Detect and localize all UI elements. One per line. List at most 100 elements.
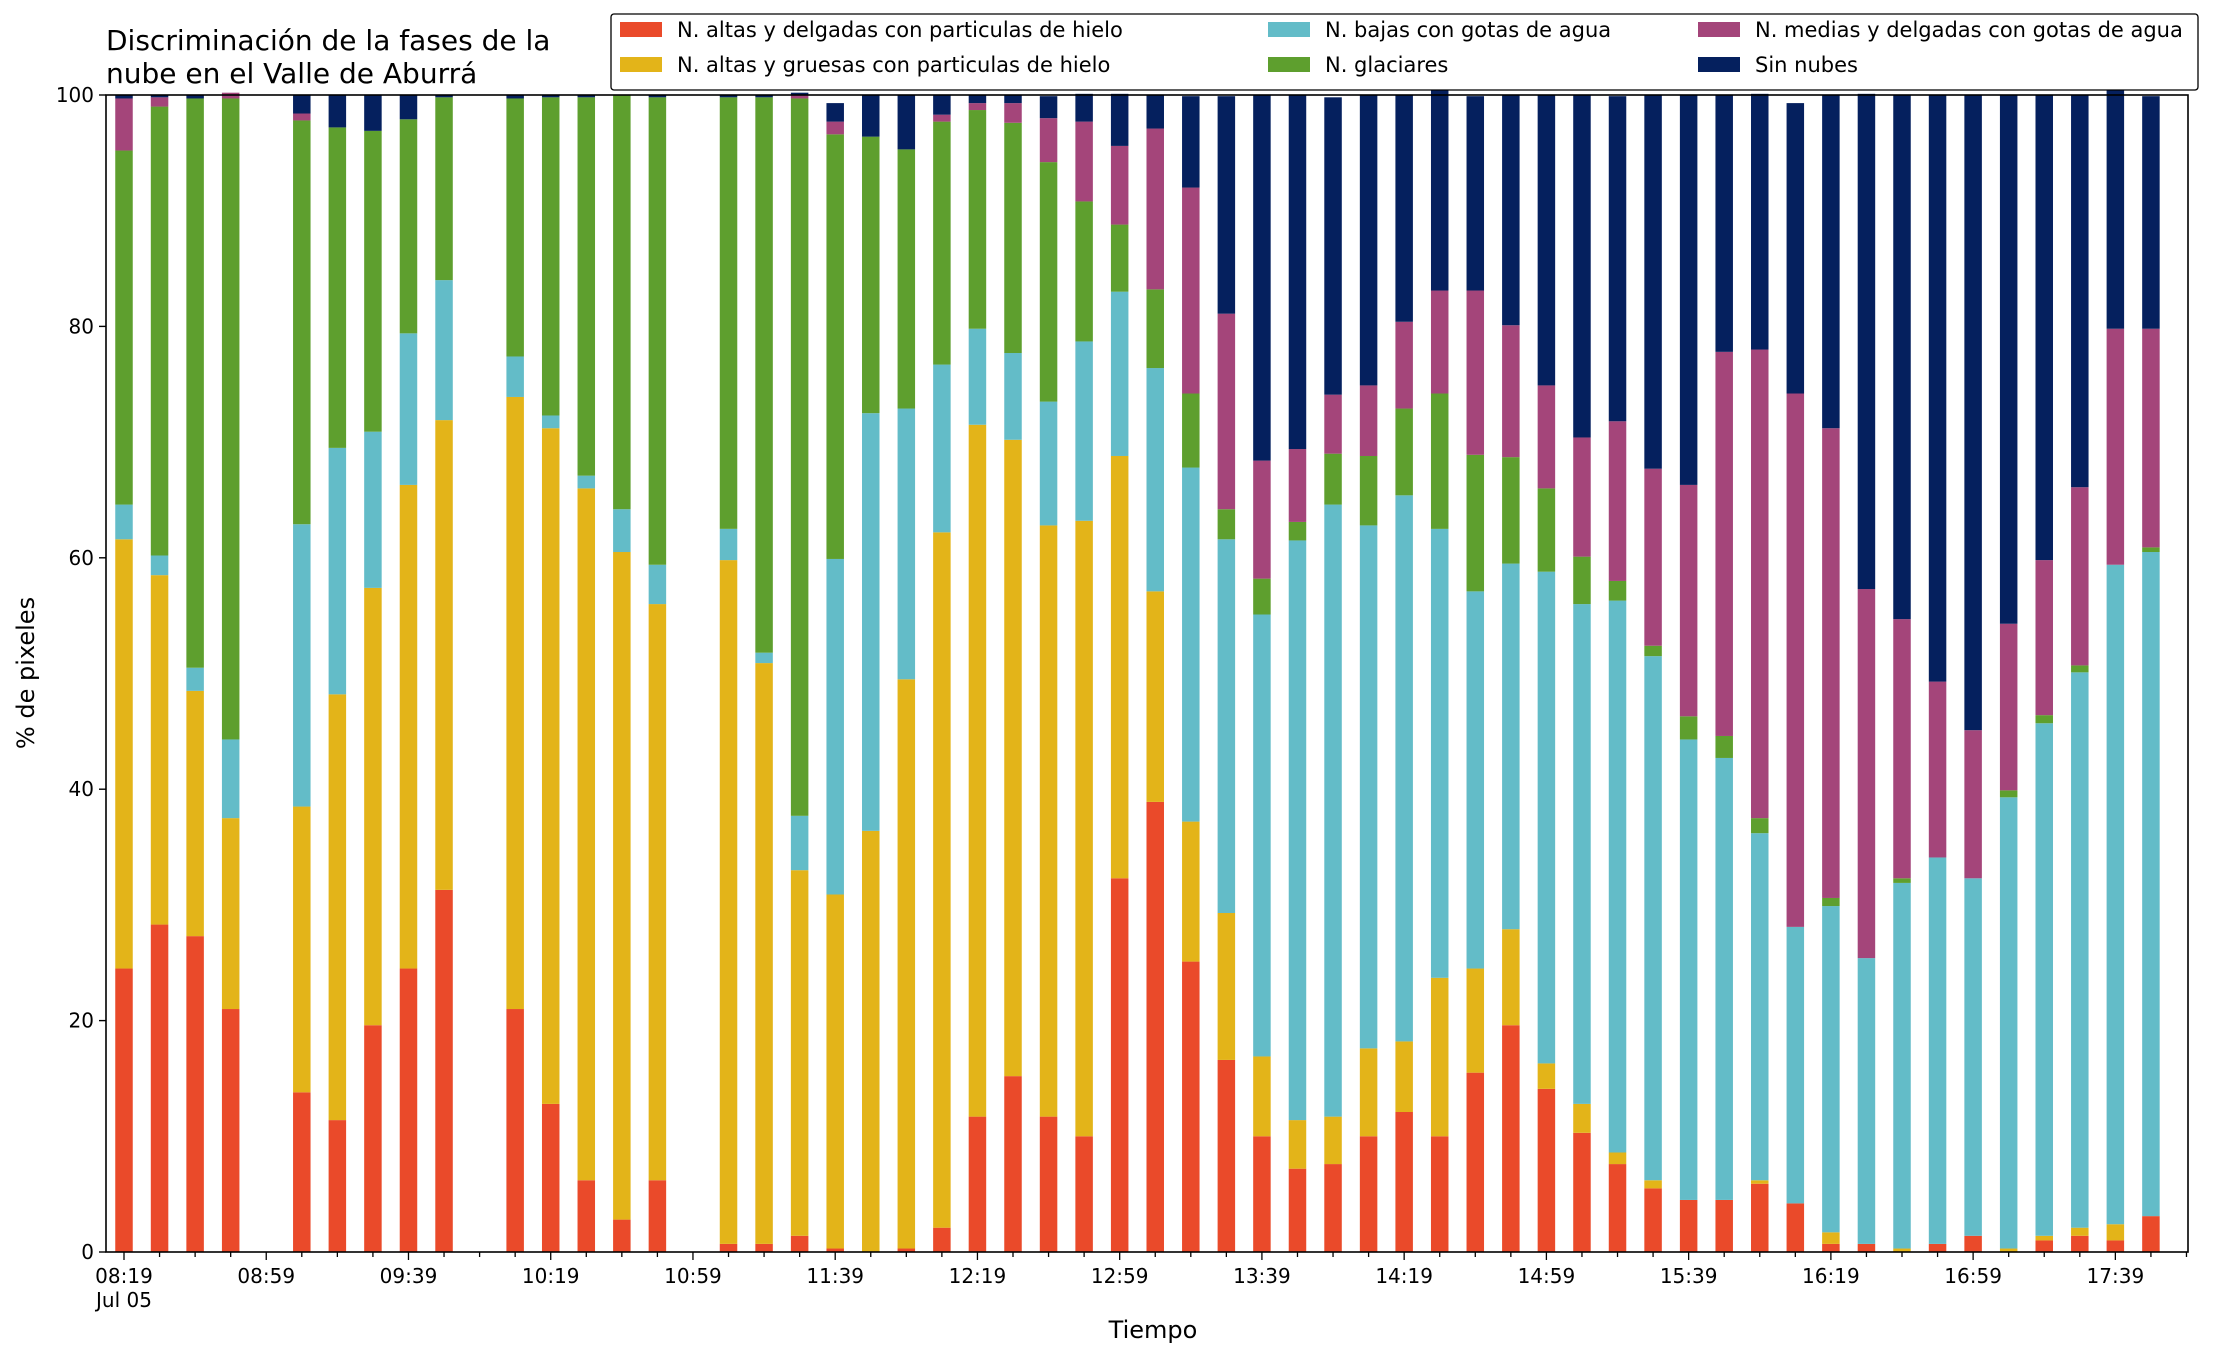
bar-segment xyxy=(1039,96,1058,119)
bar-segment xyxy=(1964,1235,1982,1252)
bar-segment xyxy=(577,488,596,1181)
bar-segment xyxy=(862,95,880,137)
bar-segment xyxy=(1964,730,1982,879)
bar-segment xyxy=(1822,897,1840,907)
bar-segment xyxy=(115,95,133,99)
bar-segment xyxy=(968,424,987,1117)
bar-segment xyxy=(1822,1232,1840,1244)
bar-segment xyxy=(613,552,631,1220)
bar-segment xyxy=(1573,1132,1591,1252)
legend-swatch xyxy=(620,22,662,37)
bar-segment xyxy=(577,475,596,489)
bar-segment xyxy=(755,652,773,664)
bar-segment xyxy=(1217,1059,1236,1252)
bar-segment xyxy=(1644,1188,1662,1252)
bar-segment xyxy=(968,110,987,329)
bar-segment xyxy=(1253,614,1271,1057)
bar-segment xyxy=(2106,564,2125,1225)
bar-segment xyxy=(933,95,951,115)
bar-segment xyxy=(1573,604,1591,1104)
bar-segment xyxy=(1324,394,1342,454)
bar-segment xyxy=(719,95,738,98)
bar-segment xyxy=(364,587,382,1026)
bar-segment xyxy=(435,280,453,421)
bar-segment xyxy=(1928,95,1947,682)
bar-segment xyxy=(1466,96,1485,291)
bar-segment xyxy=(115,539,133,969)
bar-segment xyxy=(755,95,773,98)
bar-segment xyxy=(862,413,880,831)
x-tick-label: 16:19 xyxy=(1802,1264,1860,1288)
bar-segment xyxy=(1751,818,1769,834)
bar-segment xyxy=(293,524,311,807)
legend-label: N. glaciares xyxy=(1325,53,1448,77)
legend: N. altas y delgadas con particulas de hi… xyxy=(610,13,2199,91)
bar-segment xyxy=(1075,1136,1093,1252)
legend-swatch xyxy=(620,57,662,72)
bar-segment xyxy=(1288,95,1307,450)
bar-segment xyxy=(968,1116,987,1252)
bar-segment xyxy=(1466,454,1485,592)
bar-segment xyxy=(1715,351,1733,736)
bar-segment xyxy=(1679,484,1698,717)
bar-segment xyxy=(1999,95,2018,624)
bar-segment xyxy=(1715,1199,1733,1252)
bar-segment xyxy=(968,95,987,104)
bar-segment xyxy=(150,97,169,107)
bar-segment xyxy=(2071,665,2089,673)
bar-segment xyxy=(506,1009,524,1252)
bar-segment xyxy=(399,333,418,485)
bar-segment xyxy=(293,1092,311,1252)
bar-segment xyxy=(2071,1227,2089,1236)
bar-segment xyxy=(1999,797,2018,1249)
bar-segment xyxy=(1324,1164,1342,1252)
bar-segment xyxy=(826,1248,844,1252)
bar-segment xyxy=(1004,103,1022,123)
bar-segment xyxy=(2142,547,2160,553)
bar-segment xyxy=(1608,580,1627,601)
bar-segment xyxy=(790,92,809,95)
bar-segment xyxy=(1928,857,1947,1244)
bar-segment xyxy=(897,408,916,680)
bar-segment xyxy=(1430,977,1449,1137)
x-tick-label: 13:39 xyxy=(1233,1264,1291,1288)
legend-frame xyxy=(610,13,2199,91)
bar-segment xyxy=(150,555,169,576)
bar-segment xyxy=(328,95,347,128)
bar-segment xyxy=(506,98,524,357)
bar-segment xyxy=(613,95,631,510)
bar-segment xyxy=(1537,95,1556,386)
bar-segment xyxy=(648,97,667,565)
bar-segment xyxy=(1359,95,1378,386)
bar-segment xyxy=(719,560,738,1244)
bar-segment xyxy=(1573,556,1591,605)
bar-segment xyxy=(399,968,418,1252)
bar-segment xyxy=(328,127,347,448)
bar-segment xyxy=(1359,1048,1378,1137)
bar-segment xyxy=(1395,408,1413,496)
bar-segment xyxy=(1822,1243,1840,1252)
bar-segment xyxy=(1359,525,1378,1049)
bar-segment xyxy=(1039,401,1058,526)
bar-segment xyxy=(755,97,773,653)
bar-segment xyxy=(2071,487,2089,666)
bar-segment xyxy=(1039,1116,1058,1252)
bar-segment xyxy=(648,1180,667,1252)
bar-segment xyxy=(1964,95,1982,731)
bar-segment xyxy=(1253,1056,1271,1137)
bar-segment xyxy=(1466,591,1485,969)
y-tick-label: 0 xyxy=(81,1240,94,1264)
bar-segment xyxy=(2071,1235,2089,1252)
bar-segment xyxy=(1146,128,1164,290)
plot-area-frame xyxy=(105,94,2189,1253)
bar-segment xyxy=(221,739,240,819)
bar-segment xyxy=(1751,1183,1769,1252)
bar-segment xyxy=(1999,790,2018,798)
x-tick-label: 14:59 xyxy=(1518,1264,1576,1288)
x-axis-label: Tiempo xyxy=(1108,1316,1198,1344)
bar-segment xyxy=(1999,623,2018,791)
bar-segment xyxy=(1466,1072,1485,1252)
bar-segment xyxy=(115,150,133,505)
